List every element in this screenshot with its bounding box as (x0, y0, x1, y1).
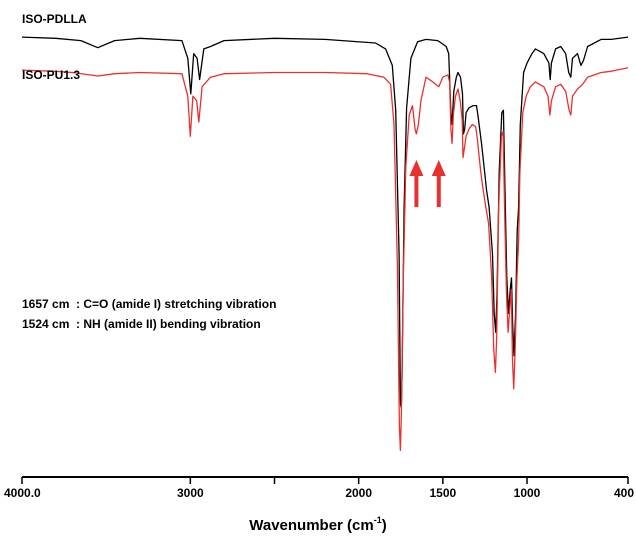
series-line-iso-pu13 (21, 67, 629, 451)
x-axis-title-main: Wavenumber (cm (249, 517, 373, 534)
series-line-iso-pdlla (21, 36, 629, 409)
x-axis-title-close: ) (382, 517, 387, 534)
x-tick-label-3000: 3000 (177, 486, 204, 500)
x-tick-label-1000: 1000 (514, 486, 541, 500)
series-label-iso-pdlla: ISO-PDLLA (22, 12, 87, 26)
x-axis-title-superscript: -1 (374, 515, 382, 525)
peak-arrow-1524 (431, 160, 446, 207)
x-tick-label-400: 400 (614, 486, 634, 500)
annotation-note-amide-i: 1657 cm : C=O (amide I) stretching vibra… (22, 297, 276, 311)
x-tick-label-2000: 2000 (345, 486, 372, 500)
peak-arrow-1657 (409, 160, 424, 207)
peak-arrows (409, 160, 446, 207)
series-lines (21, 36, 629, 451)
series-label-iso-pu13: ISO-PU1.3 (22, 68, 80, 82)
annotation-note-amide-ii: 1524 cm : NH (amide II) bending vibratio… (22, 317, 261, 331)
x-tick-label-4000: 4000.0 (4, 486, 41, 500)
x-tick-label-1500: 1500 (429, 486, 456, 500)
x-axis-title: Wavenumber (cm-1) (249, 515, 387, 534)
x-axis-ticks: 4000.0 3000 2000 1500 1000 400 (4, 477, 634, 500)
